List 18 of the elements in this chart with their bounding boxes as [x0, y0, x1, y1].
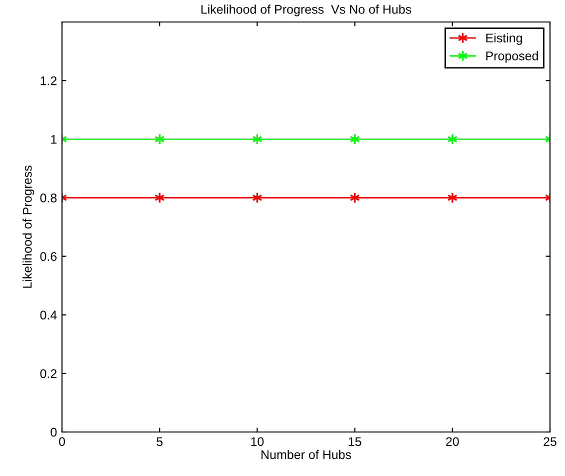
x-tick-label: 25 [544, 437, 556, 446]
chart-title: Likelihood of Progress Vs No of Hubs [201, 4, 412, 16]
x-tick-label: 10 [251, 437, 264, 446]
y-tick-label: 1 [51, 135, 57, 144]
legend-label: Proposed [486, 51, 538, 63]
y-tick-label: 1.2 [40, 76, 57, 86]
y-tick-label: 0 [50, 428, 57, 437]
y-tick-label: 0.2 [40, 369, 57, 378]
x-tick-label: 20 [446, 437, 459, 446]
y-tick-label: 0.8 [40, 194, 57, 202]
y-tick-label: 0.6 [40, 252, 57, 261]
x-axis-title: Number of Hubs [262, 450, 352, 460]
x-tick-label: 5 [156, 437, 163, 446]
y-tick-label: 0.4 [40, 310, 57, 320]
x-tick-label: 15 [348, 437, 362, 446]
y-axis-title: Likelihood of Progress [22, 166, 34, 288]
legend-label: Eisting [486, 33, 522, 45]
x-tick-label: 0 [59, 437, 65, 446]
